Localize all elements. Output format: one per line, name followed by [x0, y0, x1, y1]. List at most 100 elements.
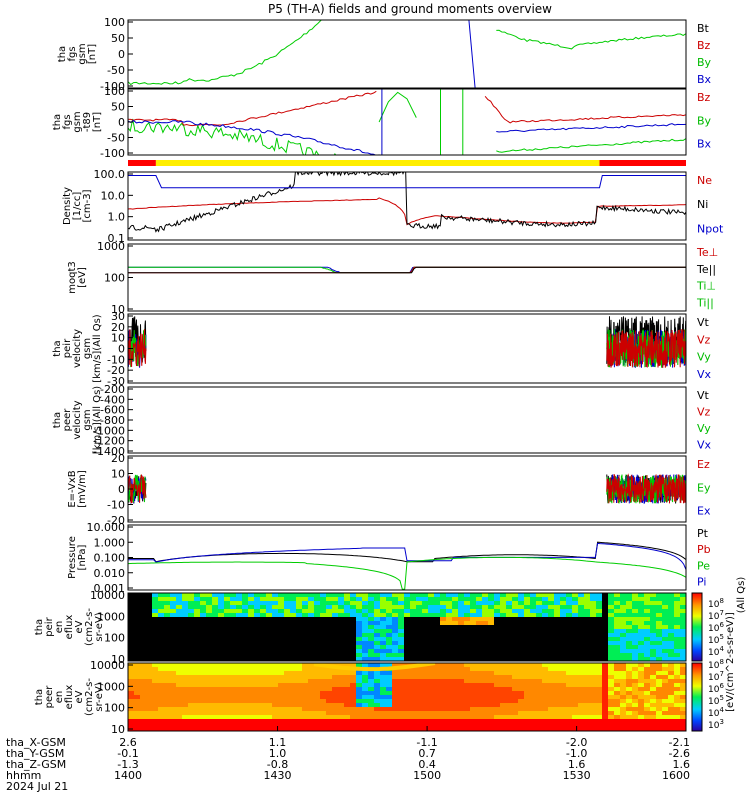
y-axis-label: eflux	[64, 615, 75, 640]
heatmap-cell	[440, 675, 446, 679]
heatmap-cell	[314, 683, 320, 687]
heatmap-cell	[680, 613, 686, 617]
heatmap-cell	[284, 675, 290, 679]
heatmap-cell	[164, 703, 170, 707]
heatmap-cell	[380, 711, 386, 715]
heatmap-cell	[176, 683, 182, 687]
heatmap-cell	[674, 609, 680, 613]
legend-Pi: Pi	[697, 576, 706, 589]
heatmap-cell	[152, 723, 158, 727]
heatmap-cell	[194, 719, 200, 723]
heatmap-cell	[482, 683, 488, 687]
heatmap-cell	[284, 597, 290, 601]
heatmap-cell	[182, 707, 188, 711]
heatmap-cell	[302, 727, 308, 731]
heatmap-cell	[386, 601, 392, 605]
mode-bar-red-late	[599, 160, 686, 166]
heatmap-cell	[368, 601, 374, 605]
heatmap-cell	[608, 617, 614, 621]
heatmap-cell	[224, 597, 230, 601]
heatmap-cell	[332, 679, 338, 683]
panel-frame	[127, 524, 687, 591]
heatmap-cell	[248, 715, 254, 719]
heatmap-cell	[620, 727, 626, 731]
heatmap-cell	[440, 679, 446, 683]
heatmap-cell	[236, 671, 242, 675]
heatmap-cell	[302, 671, 308, 675]
heatmap-cell	[182, 601, 188, 605]
heatmap-cell	[548, 675, 554, 679]
heatmap-cell	[140, 711, 146, 715]
heatmap-cell	[656, 593, 662, 597]
heatmap-cell	[668, 667, 674, 671]
heatmap-cell	[338, 723, 344, 727]
heatmap-cell	[614, 653, 620, 657]
heatmap-cell	[470, 695, 476, 699]
heatmap-cell	[494, 695, 500, 699]
heatmap-cell	[530, 679, 536, 683]
heatmap-cell	[386, 645, 392, 649]
heatmap-cell	[254, 699, 260, 703]
heatmap-cell	[242, 613, 248, 617]
heatmap-cell	[320, 695, 326, 699]
heatmap-cell	[656, 601, 662, 605]
heatmap-cell	[674, 703, 680, 707]
heatmap-cell	[464, 723, 470, 727]
heatmap-cell	[674, 727, 680, 731]
heatmap-cell	[200, 711, 206, 715]
heatmap-cell	[428, 667, 434, 671]
heatmap-cell	[554, 675, 560, 679]
heatmap-cell	[152, 711, 158, 715]
y-tick-label: 10.0	[101, 189, 126, 202]
y-axis-label: gsm	[77, 43, 88, 64]
heatmap-cell	[224, 707, 230, 711]
heatmap-cell	[284, 687, 290, 691]
heatmap-cell	[608, 649, 614, 653]
heatmap-cell	[518, 597, 524, 601]
heatmap-cell	[656, 637, 662, 641]
heatmap-cell	[158, 703, 164, 707]
heatmap-cell	[656, 727, 662, 731]
heatmap-cell	[308, 613, 314, 617]
heatmap-cell	[662, 687, 668, 691]
heatmap-cell	[584, 683, 590, 687]
heatmap-cell	[218, 723, 224, 727]
heatmap-cell	[476, 605, 482, 609]
heatmap-cell	[416, 613, 422, 617]
heatmap-cell	[560, 597, 566, 601]
heatmap-cell	[398, 675, 404, 679]
x-tick-z: 1.6	[673, 758, 691, 771]
heatmap-cell	[278, 663, 284, 667]
heatmap-cell	[128, 711, 134, 715]
heatmap-cell	[128, 679, 134, 683]
heatmap-cell	[470, 675, 476, 679]
heatmap-cell	[260, 613, 266, 617]
heatmap-cell	[134, 723, 140, 727]
heatmap-cell	[314, 699, 320, 703]
heatmap-cell	[398, 621, 404, 625]
y-axis-label: eV	[74, 690, 85, 703]
heatmap-cell	[566, 683, 572, 687]
heatmap-cell	[194, 683, 200, 687]
heatmap-cell	[224, 675, 230, 679]
heatmap-cell	[440, 683, 446, 687]
heatmap-cell	[518, 663, 524, 667]
heatmap-cell	[248, 703, 254, 707]
heatmap-cell	[218, 593, 224, 597]
heatmap-cell	[662, 625, 668, 629]
heatmap-cell	[434, 667, 440, 671]
heatmap-cell	[212, 687, 218, 691]
heatmap-cell	[476, 663, 482, 667]
heatmap-cell	[614, 719, 620, 723]
heatmap-cell	[422, 691, 428, 695]
heatmap-cell	[590, 711, 596, 715]
heatmap-cell	[332, 687, 338, 691]
heatmap-cell	[668, 723, 674, 727]
heatmap-cell	[170, 601, 176, 605]
heatmap-cell	[140, 679, 146, 683]
heatmap-cell	[344, 707, 350, 711]
heatmap-cell	[176, 715, 182, 719]
heatmap-cell	[608, 707, 614, 711]
heatmap-cell	[548, 715, 554, 719]
heatmap-cell	[182, 699, 188, 703]
